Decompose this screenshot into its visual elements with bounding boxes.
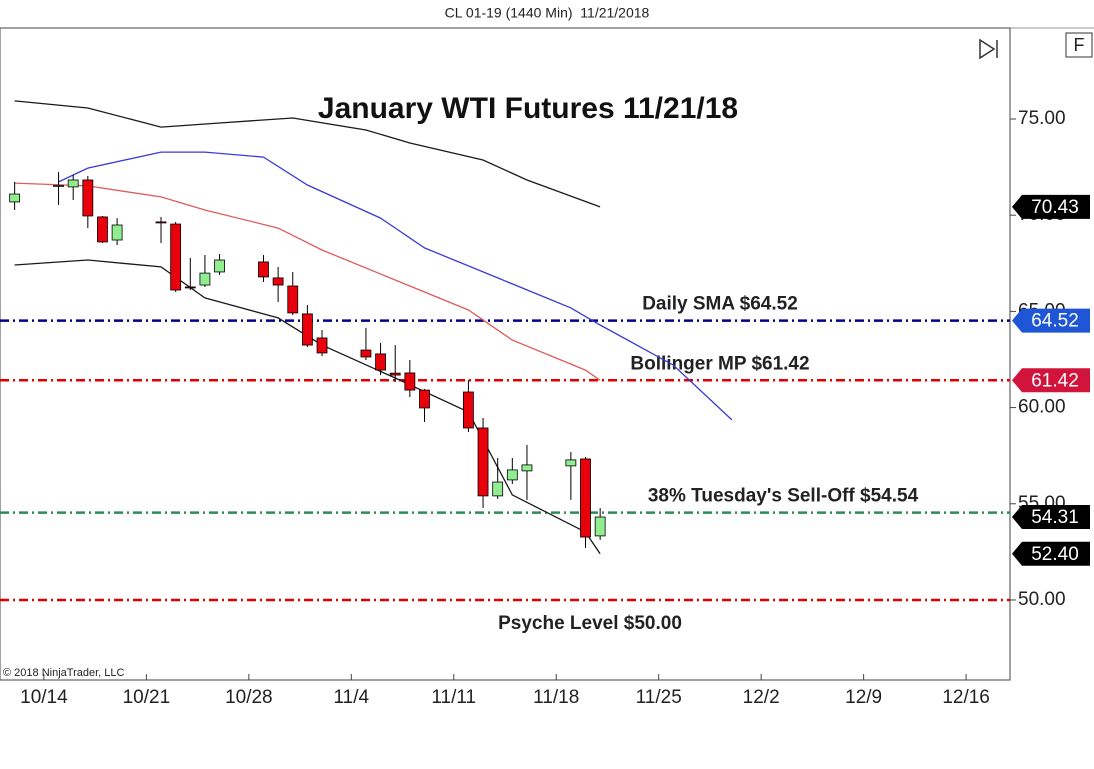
candle-body	[580, 458, 591, 538]
candle-body	[184, 286, 196, 289]
level-label: Daily SMA $64.52	[642, 294, 798, 315]
candle-body	[9, 193, 21, 203]
level-label: 38% Tuesday's Sell-Off $54.54	[648, 486, 919, 507]
candle-body	[492, 481, 504, 497]
indicator-line	[14, 100, 601, 208]
plot-frame	[0, 27, 1011, 681]
x-tick-label: 12/2	[743, 687, 780, 708]
candle-body	[82, 179, 94, 217]
y-tick-label: 50.00	[1018, 589, 1066, 610]
level-label: Psyche Level $50.00	[498, 613, 682, 634]
play-shape[interactable]	[979, 38, 996, 60]
indicator-line	[14, 182, 601, 381]
corner-button[interactable]	[1065, 32, 1093, 58]
x-tick-label: 11/25	[636, 687, 682, 708]
candle-body	[272, 277, 284, 286]
y-tick-label: 75.00	[1018, 108, 1066, 129]
price-marker-label: 64.52	[1031, 311, 1079, 332]
candle-body	[258, 261, 269, 278]
level-label: Bollinger MP $61.42	[630, 353, 809, 374]
candle-body	[170, 223, 182, 291]
candle-body	[287, 285, 299, 314]
candle-body	[594, 516, 606, 537]
candle-body	[463, 391, 474, 429]
candle-body	[301, 313, 313, 346]
candle-body	[565, 459, 577, 467]
candle-body	[97, 216, 108, 243]
candle-body	[155, 221, 167, 224]
header: CL 01-19 (1440 Min) 11/21/2018	[445, 5, 650, 21]
y-tick-label: 60.00	[1018, 397, 1066, 418]
candle-body	[521, 464, 533, 472]
price-marker	[1012, 308, 1090, 333]
candle-body	[316, 337, 328, 354]
x-tick-label: 12/9	[845, 687, 882, 708]
candle-body	[111, 224, 123, 241]
price-marker	[1012, 194, 1090, 219]
price-marker-label: 70.43	[1031, 197, 1079, 218]
candle-body	[389, 372, 401, 376]
candle-body	[360, 349, 372, 358]
candle-body	[199, 272, 211, 286]
candle-body	[375, 353, 386, 371]
copyright: © 2018 NinjaTrader, LLC	[3, 667, 124, 679]
candle-body	[419, 389, 430, 409]
x-tick-label: 11/4	[334, 687, 370, 708]
candle-body	[506, 469, 518, 481]
x-tick-label: 12/16	[942, 687, 990, 708]
candle-body	[53, 184, 64, 187]
price-marker	[1012, 541, 1090, 566]
indicator-line	[58, 151, 733, 421]
candle-body	[404, 372, 416, 391]
candle-body	[477, 427, 489, 497]
x-tick-label: 11/18	[533, 687, 579, 708]
x-tick-label: 10/28	[225, 687, 273, 708]
candle-body	[67, 179, 79, 188]
corner-button-label[interactable]: F	[1074, 35, 1085, 55]
price-marker	[1012, 505, 1090, 530]
x-tick-label: 11/11	[431, 687, 476, 708]
x-tick-label: 10/14	[20, 687, 68, 708]
chart-title: January WTI Futures 11/21/18	[318, 92, 738, 125]
price-marker-label: 61.42	[1031, 370, 1079, 391]
play-icon[interactable]	[979, 38, 998, 60]
candle-body	[214, 259, 225, 273]
price-marker-label: 52.40	[1031, 544, 1079, 565]
x-tick-label: 10/21	[123, 687, 171, 708]
price-marker	[1012, 368, 1090, 393]
price-marker-label: 54.31	[1031, 507, 1079, 528]
